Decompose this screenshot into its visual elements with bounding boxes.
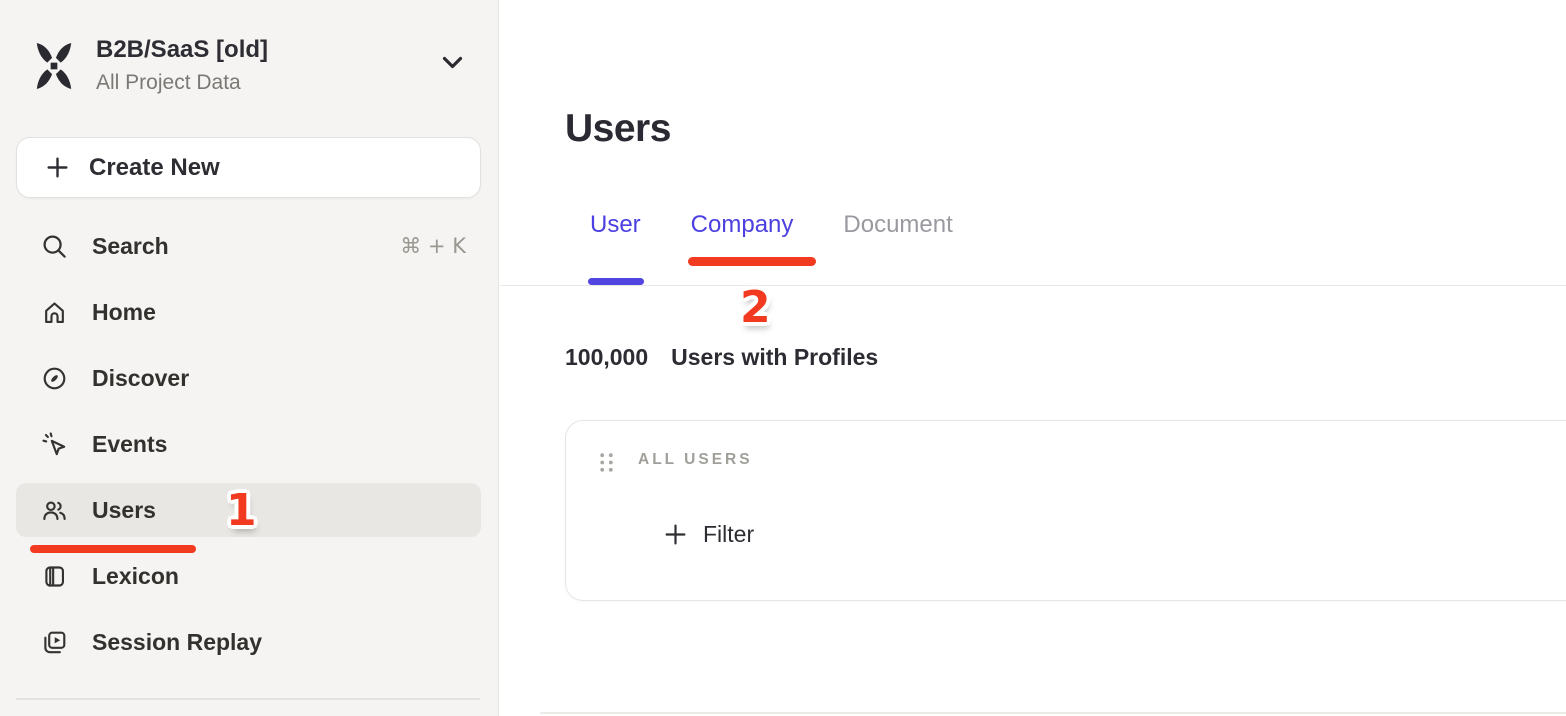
entity-tabs: User Company Document bbox=[590, 211, 953, 239]
plus-icon bbox=[47, 157, 68, 178]
sidebar-item-label: Search bbox=[92, 232, 169, 259]
tabs-divider bbox=[500, 285, 1566, 286]
create-new-button[interactable]: Create New bbox=[16, 137, 481, 198]
sidebar-item-discover[interactable]: Discover bbox=[0, 345, 499, 411]
sidebar-item-label: Home bbox=[92, 298, 156, 325]
chevron-down-icon[interactable] bbox=[442, 56, 463, 71]
sidebar-item-label: Lexicon bbox=[92, 562, 179, 589]
page-title: Users bbox=[565, 107, 671, 150]
home-icon bbox=[40, 298, 68, 326]
sidebar-item-home[interactable]: Home bbox=[0, 279, 499, 345]
sidebar-item-label: Discover bbox=[92, 364, 190, 391]
add-filter-button[interactable]: Filter bbox=[663, 521, 754, 548]
lexicon-book-icon bbox=[40, 562, 68, 590]
search-shortcut: ⌘ + K bbox=[400, 234, 466, 258]
annotation-number-1: 1 bbox=[226, 485, 257, 536]
sidebar-item-lexicon[interactable]: Lexicon bbox=[0, 543, 499, 609]
tab-user[interactable]: User bbox=[590, 211, 641, 238]
mixpanel-logo-icon bbox=[36, 43, 72, 89]
profile-count-label: Users with Profiles bbox=[671, 344, 879, 370]
sidebar-item-users[interactable]: Users bbox=[0, 477, 499, 543]
sidebar-nav: Search ⌘ + K Home Discover bbox=[0, 213, 499, 675]
sidebar-bottom-divider bbox=[16, 698, 480, 700]
annotation-underline-company bbox=[688, 257, 816, 266]
annotation-underline-users bbox=[30, 545, 196, 553]
plus-icon bbox=[665, 524, 686, 545]
project-data-scope: All Project Data bbox=[96, 71, 241, 94]
sidebar-item-label: Session Replay bbox=[92, 628, 263, 655]
sidebar-item-label: Users bbox=[92, 496, 156, 523]
search-icon bbox=[40, 232, 68, 260]
sidebar: B2B/SaaS [old] All Project Data Create N… bbox=[0, 0, 499, 716]
annotation-number-2: 2 bbox=[740, 282, 771, 333]
drag-handle-icon[interactable] bbox=[599, 452, 614, 473]
next-card-top-edge bbox=[540, 712, 1566, 714]
workspace-switcher[interactable]: B2B/SaaS [old] All Project Data bbox=[32, 36, 472, 96]
sidebar-item-label: Events bbox=[92, 430, 168, 457]
profile-count: 100,000 bbox=[565, 344, 649, 370]
sidebar-item-search[interactable]: Search ⌘ + K bbox=[0, 213, 499, 279]
sidebar-item-events[interactable]: Events bbox=[0, 411, 499, 477]
users-icon bbox=[40, 496, 68, 524]
compass-icon bbox=[40, 364, 68, 392]
create-new-label: Create New bbox=[89, 153, 220, 181]
profile-count-row: 100,000 Users with Profiles bbox=[565, 344, 878, 371]
session-replay-icon bbox=[40, 628, 68, 656]
cohort-title: ALL USERS bbox=[638, 451, 753, 468]
cursor-sparkle-icon bbox=[40, 430, 68, 458]
all-users-filter-card: ALL USERS Filter bbox=[565, 420, 1566, 601]
active-tab-indicator bbox=[588, 278, 644, 285]
filter-label: Filter bbox=[703, 521, 755, 547]
sidebar-item-session-replay[interactable]: Session Replay bbox=[0, 609, 499, 675]
project-name: B2B/SaaS [old] bbox=[96, 36, 269, 63]
tab-document[interactable]: Document bbox=[843, 211, 953, 238]
tab-company[interactable]: Company bbox=[690, 211, 794, 238]
